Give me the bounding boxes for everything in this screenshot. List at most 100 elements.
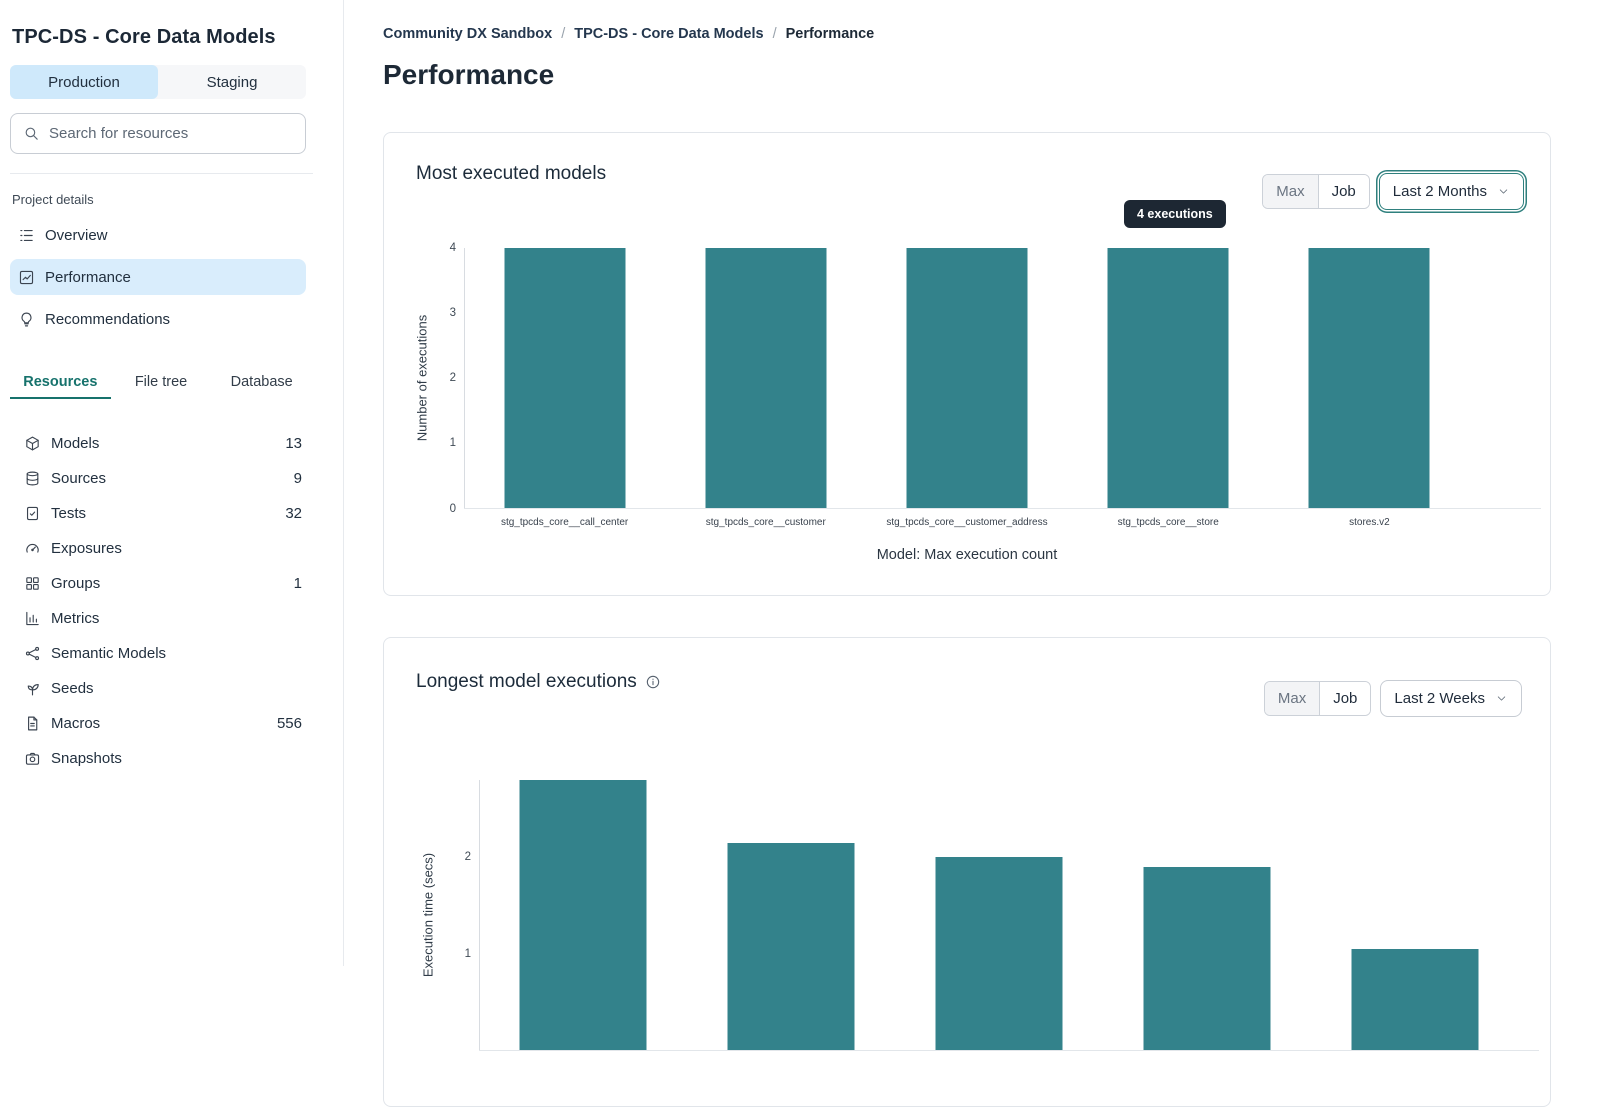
resource-item-exposures[interactable]: Exposures [10, 531, 312, 566]
time-range-value: Last 2 Months [1393, 183, 1487, 200]
project-details-label: Project details [12, 192, 333, 207]
bar-stg_tpcds_core__customer_address[interactable] [907, 248, 1028, 509]
job-toggle-button[interactable]: Job [1319, 175, 1369, 208]
card-controls: Max Job Last 2 Weeks [1264, 680, 1522, 717]
bar-series [479, 780, 1519, 1051]
y-axis-tick: 1 [465, 948, 471, 960]
resource-item-models[interactable]: Models 13 [10, 426, 312, 461]
bar-slot [479, 780, 687, 1051]
resource-item-sources[interactable]: Sources 9 [10, 461, 312, 496]
time-range-value: Last 2 Weeks [1394, 690, 1485, 707]
resource-count: 13 [285, 435, 302, 452]
bar-2[interactable] [728, 843, 855, 1051]
y-axis-tick: 2 [465, 852, 471, 864]
performance-chart-icon [18, 269, 35, 286]
environment-tab-staging[interactable]: Staging [158, 65, 306, 99]
tab-resources[interactable]: Resources [10, 366, 111, 399]
bar-slot [1103, 780, 1311, 1051]
tab-file-tree[interactable]: File tree [111, 366, 212, 399]
seedling-icon [24, 680, 41, 697]
breadcrumb: Community DX Sandbox / TPC-DS - Core Dat… [383, 26, 1621, 42]
time-range-select[interactable]: Last 2 Months [1379, 173, 1524, 210]
clipboard-check-icon [24, 505, 41, 522]
camera-icon [24, 750, 41, 767]
lightbulb-icon [18, 311, 35, 328]
bar-stg_tpcds_core__call_center[interactable] [504, 248, 625, 509]
list-icon [18, 227, 35, 244]
tab-database[interactable]: Database [211, 366, 312, 399]
resource-label: Macros [51, 715, 267, 732]
x-axis-tick-label: stg_tpcds_core__call_center [501, 517, 628, 528]
page-title: Performance [383, 58, 1621, 92]
environment-tab-production[interactable]: Production [10, 65, 158, 99]
nav-item-label: Overview [45, 227, 108, 244]
resource-item-snapshots[interactable]: Snapshots [10, 741, 312, 776]
bar-5[interactable] [1352, 949, 1479, 1051]
card-title: Longest model executions [416, 671, 661, 693]
project-title: TPC-DS - Core Data Models [12, 26, 333, 49]
resource-item-seeds[interactable]: Seeds [10, 671, 312, 706]
resource-label: Sources [51, 470, 284, 487]
info-icon[interactable] [645, 674, 661, 690]
breadcrumb-separator: / [561, 26, 565, 42]
resource-search[interactable] [10, 113, 306, 154]
y-axis-title: Number of executions [415, 315, 430, 441]
aggregation-toggle: Max Job [1262, 174, 1370, 209]
bar-slot: stores.v2 [1269, 248, 1470, 509]
bar-stores.v2[interactable] [1309, 248, 1430, 509]
max-toggle-button[interactable]: Max [1263, 175, 1318, 208]
y-axis-tick: 1 [450, 438, 456, 450]
bar-4[interactable] [1144, 867, 1271, 1051]
bar-slot: stg_tpcds_core__call_center [464, 248, 665, 509]
resource-count: 32 [285, 505, 302, 522]
x-axis-title: Model: Max execution count [464, 547, 1470, 563]
sidebar-item-recommendations[interactable]: Recommendations [10, 301, 306, 337]
resource-count: 9 [294, 470, 302, 487]
y-axis-tick: 3 [450, 308, 456, 320]
resource-label: Groups [51, 575, 284, 592]
time-range-select[interactable]: Last 2 Weeks [1380, 680, 1522, 717]
resource-label: Snapshots [51, 750, 292, 767]
project-sidebar: TPC-DS - Core Data Models Production Sta… [0, 0, 344, 966]
card-title: Most executed models [416, 163, 606, 185]
document-icon [24, 715, 41, 732]
longest-model-executions-card: Longest model executions Max Job Last 2 … [383, 637, 1551, 1107]
bar-slot [1311, 780, 1519, 1051]
resource-label: Semantic Models [51, 645, 292, 662]
resource-item-tests[interactable]: Tests 32 [10, 496, 312, 531]
bar-slot: stg_tpcds_core__store [1068, 248, 1269, 509]
nav-item-label: Performance [45, 269, 131, 286]
job-toggle-button[interactable]: Job [1320, 682, 1370, 715]
y-axis-tick: 2 [450, 373, 456, 385]
bar-3[interactable] [936, 857, 1063, 1051]
project-nav: Overview Performance Recommendations [10, 217, 333, 337]
resource-item-metrics[interactable]: Metrics [10, 601, 312, 636]
max-toggle-button[interactable]: Max [1265, 682, 1320, 715]
resource-label: Tests [51, 505, 275, 522]
gauge-icon [24, 540, 41, 557]
bar-slot [895, 780, 1103, 1051]
resource-item-groups[interactable]: Groups 1 [10, 566, 312, 601]
database-icon [24, 470, 41, 487]
nav-item-label: Recommendations [45, 311, 170, 328]
resource-item-macros[interactable]: Macros 556 [10, 706, 312, 741]
sidebar-item-overview[interactable]: Overview [10, 217, 306, 253]
breadcrumb-account[interactable]: Community DX Sandbox [383, 26, 552, 42]
sidebar-item-performance[interactable]: Performance [10, 259, 306, 295]
resource-label: Models [51, 435, 275, 452]
card-title-text: Longest model executions [416, 671, 637, 693]
bar-stg_tpcds_core__store[interactable] [1108, 248, 1229, 509]
resource-label: Exposures [51, 540, 292, 557]
breadcrumb-project[interactable]: TPC-DS - Core Data Models [574, 26, 763, 42]
bar-1[interactable] [520, 780, 647, 1051]
breadcrumb-separator: / [773, 26, 777, 42]
semantic-graph-icon [24, 645, 41, 662]
x-axis-line [464, 508, 1541, 509]
main-content: Community DX Sandbox / TPC-DS - Core Dat… [345, 0, 1621, 966]
card-title-text: Most executed models [416, 163, 606, 185]
x-axis-tick-label: stg_tpcds_core__customer_address [886, 517, 1047, 528]
bar-stg_tpcds_core__customer[interactable] [705, 248, 826, 509]
search-input[interactable] [49, 125, 293, 142]
resource-item-semantic-models[interactable]: Semantic Models [10, 636, 312, 671]
